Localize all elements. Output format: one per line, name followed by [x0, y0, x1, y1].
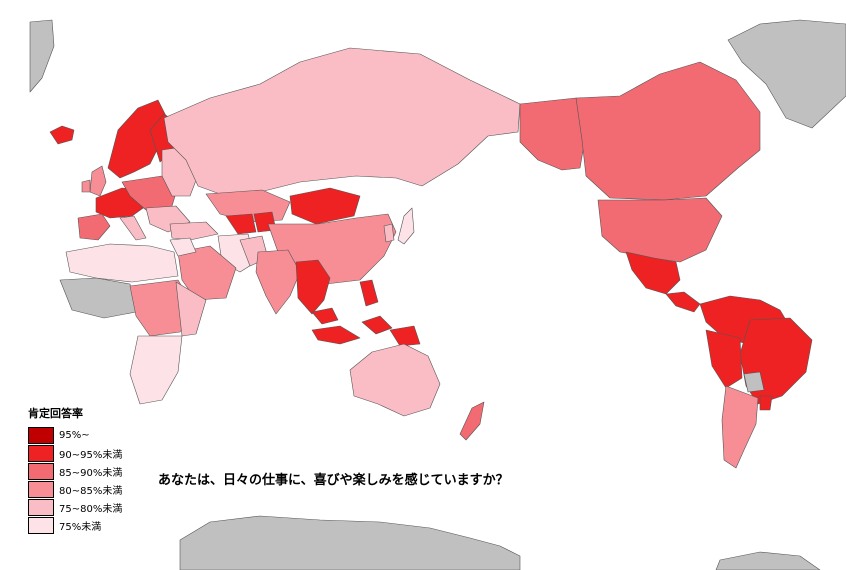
region-iberia — [77, 213, 111, 241]
survey-question: あなたは、日々の仕事に、喜びや楽しみを感じていますか？ — [158, 473, 509, 488]
region-arabia — [177, 245, 237, 301]
region-japan — [397, 207, 415, 245]
region-uruguay — [759, 395, 773, 411]
legend-swatch — [28, 498, 54, 516]
legend-item: 90~95%未満 — [28, 444, 122, 462]
legend-swatch — [28, 426, 54, 444]
region-uzbekistan — [225, 213, 257, 235]
region-turkey — [169, 221, 219, 241]
legend-title: 肯定回答率 — [28, 407, 83, 420]
region-indonesia-east — [361, 315, 393, 335]
legend-swatch — [28, 480, 54, 498]
region-indonesia-west — [311, 325, 361, 345]
region-iceland — [49, 125, 75, 145]
legend-swatch — [28, 516, 54, 534]
legend-item: 75~80%未満 — [28, 498, 122, 516]
region-east-africa — [175, 281, 207, 337]
legend-label: 75~80%未満 — [59, 503, 123, 515]
region-greenland — [727, 19, 846, 129]
region-ireland — [81, 179, 91, 193]
legend-label: 90~95%未満 — [59, 449, 123, 461]
region-australia — [349, 343, 441, 417]
region-philippines — [359, 279, 379, 307]
legend-label: 95%~ — [59, 429, 90, 441]
legend-swatch — [28, 444, 54, 462]
region-italy — [119, 215, 147, 241]
legend-swatch — [28, 462, 54, 480]
legend-item: 80~85%未満 — [28, 480, 122, 498]
region-mexico — [625, 251, 681, 295]
legend-item: 75%未満 — [28, 516, 122, 534]
region-mongolia — [289, 187, 361, 225]
region-canada — [575, 61, 761, 201]
legend: 肯定回答率 95%~ 90~95%未満 85~90%未満 80~85%未満 75… — [28, 405, 122, 534]
legend-label: 75%未満 — [59, 521, 102, 533]
region-southern-africa — [129, 335, 183, 405]
region-paraguay — [743, 371, 765, 393]
region-argentina — [721, 385, 759, 469]
region-korea — [383, 223, 395, 243]
region-antarctica-east — [715, 551, 821, 570]
region-west-africa — [59, 277, 137, 319]
region-north-africa — [65, 243, 179, 283]
legend-item: 85~90%未満 — [28, 462, 122, 480]
region-uk — [89, 165, 107, 197]
region-usa — [597, 197, 723, 263]
region-central-america — [665, 291, 701, 313]
region-malaysia — [311, 307, 339, 325]
region-india — [255, 249, 301, 315]
region-greenland-west — [29, 19, 55, 93]
legend-label: 85~90%未満 — [59, 467, 123, 479]
region-andes — [705, 329, 743, 389]
region-russia — [163, 47, 521, 195]
legend-item: 95%~ — [28, 426, 122, 444]
region-antarctica — [179, 515, 521, 570]
region-png — [389, 325, 421, 347]
region-levant — [169, 237, 197, 257]
region-new-zealand — [459, 401, 485, 441]
region-mainland-se-asia — [295, 259, 331, 315]
legend-label: 80~85%未満 — [59, 485, 123, 497]
